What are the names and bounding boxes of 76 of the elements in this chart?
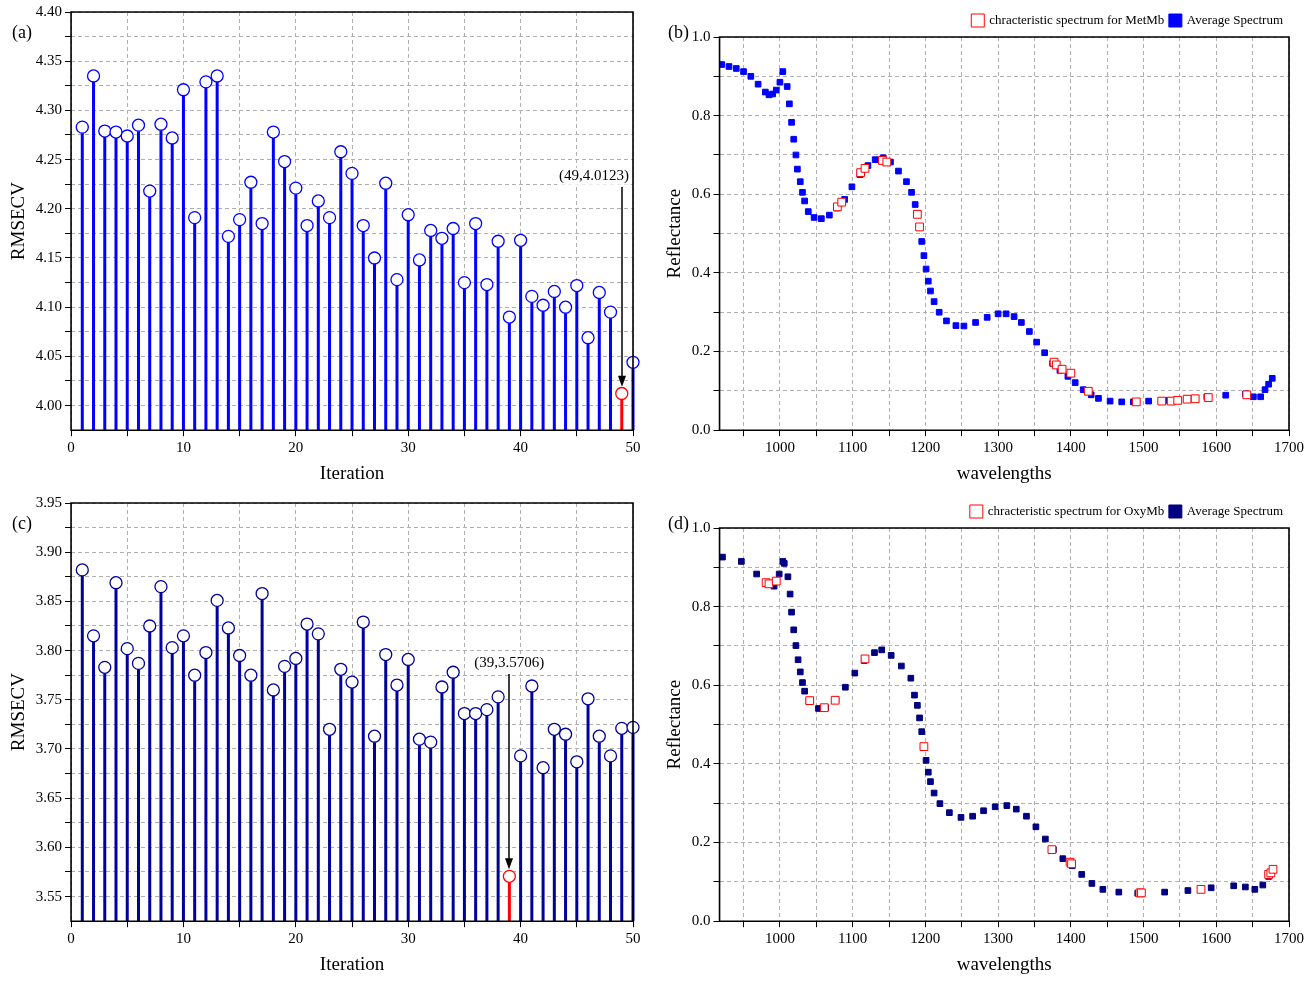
y-tick-label: 3.65 <box>35 789 63 806</box>
legend-label: Average Spectrum <box>1186 11 1284 27</box>
x-tick-label: 0 <box>67 439 75 456</box>
x-axis-title: wavelengths <box>956 952 1052 974</box>
y-tick-label: 4.00 <box>35 396 63 413</box>
x-tick-label: 1700 <box>1274 930 1304 947</box>
x-tick-label: 10 <box>175 439 191 456</box>
y-tick-label: 3.95 <box>35 493 63 510</box>
x-tick-label: 1400 <box>1055 930 1086 947</box>
y-tick-label: 4.35 <box>35 52 63 69</box>
y-tick-label: 0.4 <box>691 263 712 280</box>
x-tick-label: 30 <box>400 439 416 456</box>
text: (c) <box>12 513 32 534</box>
y-tick-label: 0.2 <box>691 342 711 359</box>
y-tick-label: 4.30 <box>35 101 63 118</box>
x-tick-label: 1200 <box>910 439 941 456</box>
x-tick-label: 40 <box>513 930 529 947</box>
x-tick-label: 1000 <box>764 439 795 456</box>
y-tick-label: 0.0 <box>691 421 711 438</box>
y-tick-label: 4.20 <box>35 199 63 216</box>
x-tick-label: 40 <box>513 439 529 456</box>
x-tick-label: 30 <box>400 930 416 947</box>
x-tick-label: 1300 <box>983 439 1014 456</box>
y-tick-label: 1.0 <box>691 27 711 44</box>
x-tick-label: 1700 <box>1274 439 1304 456</box>
y-tick-label: 0.2 <box>691 833 711 850</box>
x-axis-title: Iteration <box>319 952 385 974</box>
x-tick-label: 1400 <box>1055 439 1086 456</box>
y-tick-label: 3.70 <box>35 739 63 756</box>
x-tick-label: 1500 <box>1128 930 1159 947</box>
y-tick-label: 4.25 <box>35 150 63 167</box>
x-tick-label: 1200 <box>910 930 941 947</box>
x-tick-label: 50 <box>625 930 641 947</box>
y-tick-label: 0.0 <box>691 912 711 929</box>
y-tick-label: 0.4 <box>691 754 712 771</box>
y-tick-label: 3.90 <box>35 543 63 560</box>
y-axis-title: Reflectance <box>663 679 685 770</box>
annotation: (49,4.0123) <box>559 167 629 185</box>
x-tick-label: 1600 <box>1201 439 1232 456</box>
text: (a) <box>12 22 32 43</box>
legend-label: chracteristic spectrum for MetMb <box>989 11 1165 27</box>
text: (d) <box>668 513 689 534</box>
legend-label: Average Spectrum <box>1186 502 1284 518</box>
y-tick-label: 4.40 <box>35 2 63 19</box>
y-tick-label: 0.8 <box>691 597 711 614</box>
y-axis-title: Reflectance <box>663 188 685 279</box>
x-axis-title: wavelengths <box>956 461 1052 483</box>
legend-label: chracteristic spectrum for OxyMb <box>987 502 1165 518</box>
y-tick-label: 3.60 <box>35 838 63 855</box>
y-tick-label: 4.10 <box>35 298 63 315</box>
y-tick-label: 3.80 <box>35 641 63 658</box>
x-tick-label: 0 <box>67 930 75 947</box>
x-tick-label: 20 <box>288 439 304 456</box>
x-tick-label: 1300 <box>983 930 1014 947</box>
text: (b) <box>668 22 689 43</box>
x-tick-label: 1100 <box>837 930 868 947</box>
y-axis-title: RMSECV <box>7 672 29 752</box>
x-tick-label: 1600 <box>1201 930 1232 947</box>
x-axis-title: Iteration <box>319 461 385 483</box>
x-tick-label: 1100 <box>837 439 868 456</box>
y-tick-label: 3.85 <box>35 592 63 609</box>
y-tick-label: 3.75 <box>35 690 63 707</box>
x-tick-label: 1000 <box>764 930 795 947</box>
x-tick-label: 10 <box>175 930 191 947</box>
x-tick-label: 1500 <box>1128 439 1159 456</box>
y-tick-label: 4.05 <box>35 347 63 364</box>
y-tick-label: 0.6 <box>691 676 712 693</box>
y-tick-label: 0.8 <box>691 106 711 123</box>
annotation: (39,3.5706) <box>474 654 545 672</box>
y-tick-label: 3.55 <box>35 887 63 904</box>
x-tick-label: 20 <box>288 930 304 947</box>
y-tick-label: 4.15 <box>35 248 63 265</box>
y-axis-title: RMSECV <box>7 181 29 261</box>
y-tick-label: 0.6 <box>691 185 712 202</box>
y-tick-label: 1.0 <box>691 518 711 535</box>
x-tick-label: 50 <box>625 439 641 456</box>
